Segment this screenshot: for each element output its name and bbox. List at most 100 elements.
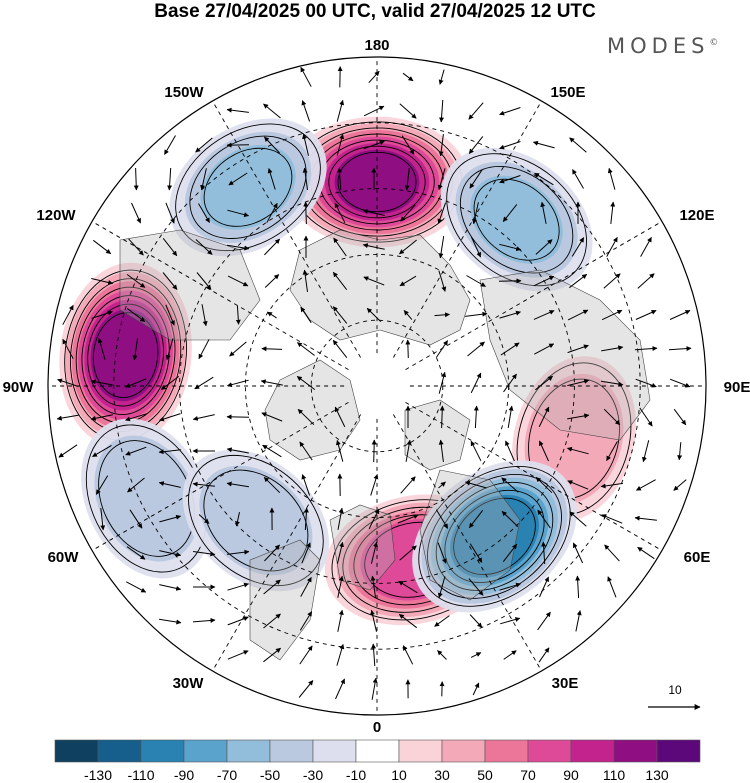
wind-vector [634, 346, 658, 352]
wind-vector [402, 72, 414, 82]
wind-vector [566, 446, 589, 455]
wind-vector [500, 617, 521, 625]
wind-vector [192, 481, 215, 487]
anomaly-contour [199, 465, 313, 576]
lon-label-120w: 120W [36, 207, 76, 224]
wind-vector [370, 575, 377, 598]
wind-vector [669, 310, 691, 320]
wind-vector [499, 107, 521, 116]
wind-vector [606, 441, 618, 462]
wind-vector [434, 615, 450, 627]
wind-vector [607, 167, 616, 190]
streamline-loop [446, 153, 587, 287]
wind-vector [336, 99, 345, 122]
wind-vector [198, 339, 210, 360]
meridian-line [393, 414, 542, 672]
wind-vector [601, 345, 624, 352]
land-outline [404, 399, 471, 471]
wind-vector [126, 307, 146, 323]
wind-vector [97, 337, 106, 360]
wind-vector [569, 511, 587, 527]
wind-vector [334, 406, 346, 428]
wind-vector [604, 544, 620, 562]
wind-vector [192, 617, 216, 623]
land-outline [419, 469, 521, 601]
wind-vector [263, 579, 281, 595]
wind-vector [572, 542, 584, 564]
wind-vector [437, 168, 446, 191]
wind-vector [126, 546, 146, 560]
meridian-line [393, 100, 542, 358]
wind-vector [362, 243, 385, 250]
wind-vector [300, 576, 312, 597]
wind-vector [533, 275, 555, 287]
wind-vector [569, 137, 587, 153]
wind-vector [260, 379, 283, 386]
wind-vector [300, 66, 312, 87]
wind-vector [159, 413, 181, 422]
wind-vector [503, 650, 517, 660]
wind-vector [131, 202, 141, 224]
wind-vector [464, 480, 487, 489]
wind-vector [601, 309, 623, 321]
wind-vector [132, 338, 139, 361]
wind-vector [606, 236, 618, 257]
colorbar-swatch [54, 739, 99, 763]
wind-vector [227, 244, 250, 251]
wind-vector [264, 544, 280, 562]
colorbar-swatch [269, 739, 314, 763]
wind-vector [227, 549, 250, 555]
wind-vector [337, 609, 344, 632]
colorbar-swatch [140, 739, 185, 763]
reference-vector-label: 10 [668, 683, 682, 697]
colorbar-swatch [527, 739, 572, 763]
wind-vector [575, 575, 581, 599]
wind-vector [371, 677, 378, 700]
streamline-loop [427, 473, 562, 599]
wind-vector [640, 236, 652, 257]
wind-vector [194, 376, 214, 390]
wind-vector [639, 407, 653, 427]
wind-vector [400, 204, 416, 222]
wind-vector [398, 580, 418, 594]
lon-label-30e: 30E [552, 675, 579, 692]
meridian-line [405, 221, 663, 370]
wind-vectors [56, 66, 692, 700]
wind-vector [264, 238, 280, 256]
wind-vector [227, 616, 249, 626]
wind-vector [332, 271, 348, 291]
wind-vector [127, 477, 145, 493]
wind-vector [501, 477, 519, 493]
streamline-loop [92, 312, 159, 399]
wind-vector [57, 378, 79, 387]
wind-vector [473, 405, 479, 429]
colorbar-swatch [226, 739, 271, 763]
wind-vector [539, 440, 549, 462]
map-title: Base 27/04/2025 00 UTC, valid 27/04/2025… [154, 1, 596, 22]
wind-vector [235, 305, 241, 325]
modes-logo: MODES© [607, 34, 718, 58]
wind-vector [301, 100, 311, 122]
wind-vector [537, 509, 551, 529]
colorbar-tick: 30 [434, 767, 450, 783]
streamline-loop [189, 135, 307, 239]
wind-vector [335, 439, 344, 462]
wind-vector [92, 239, 112, 255]
wind-vector [469, 543, 483, 563]
wind-vector [363, 140, 385, 150]
wind-vector [198, 203, 210, 223]
lon-label-30w: 30W [173, 675, 205, 692]
wind-vector [226, 379, 249, 388]
wind-vector [125, 446, 147, 456]
wind-vector [363, 276, 385, 286]
wind-vector [336, 133, 345, 156]
streamline-loop [203, 469, 309, 572]
wind-vector [162, 237, 178, 257]
wind-vector [435, 340, 449, 358]
wind-vector [301, 542, 311, 564]
colorbar-swatch [613, 739, 658, 763]
wind-vector [468, 136, 484, 154]
wind-vector [438, 134, 444, 157]
anomaly-contour [94, 435, 199, 562]
land-outline [249, 539, 321, 661]
